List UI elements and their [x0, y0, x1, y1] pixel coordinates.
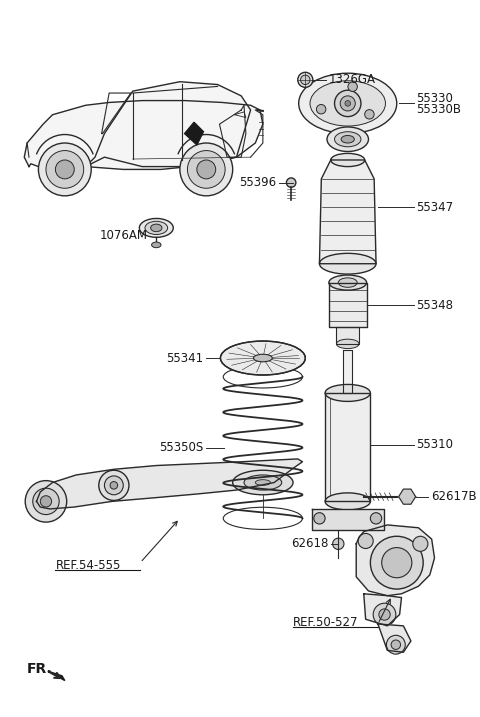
Text: 55347: 55347 [417, 201, 454, 214]
Ellipse shape [335, 132, 361, 147]
Ellipse shape [379, 609, 390, 620]
Ellipse shape [46, 151, 84, 189]
Ellipse shape [152, 242, 161, 247]
Ellipse shape [55, 160, 74, 179]
Polygon shape [336, 327, 359, 344]
Ellipse shape [331, 153, 365, 166]
Ellipse shape [99, 470, 129, 500]
Polygon shape [312, 509, 384, 530]
Polygon shape [320, 160, 376, 264]
Ellipse shape [325, 384, 371, 402]
Ellipse shape [329, 275, 367, 290]
Ellipse shape [345, 100, 350, 106]
Text: 55341: 55341 [167, 351, 204, 364]
Ellipse shape [348, 82, 358, 91]
Ellipse shape [386, 635, 405, 654]
Ellipse shape [25, 480, 67, 522]
Polygon shape [85, 82, 251, 166]
Ellipse shape [358, 533, 373, 549]
Polygon shape [378, 624, 411, 652]
Ellipse shape [139, 219, 173, 237]
Ellipse shape [220, 341, 305, 375]
Text: REF.50-527: REF.50-527 [293, 616, 359, 629]
Ellipse shape [299, 73, 397, 133]
Ellipse shape [341, 136, 354, 143]
Polygon shape [356, 525, 434, 596]
Polygon shape [24, 100, 263, 169]
Polygon shape [343, 351, 352, 393]
Ellipse shape [320, 253, 376, 274]
Ellipse shape [413, 536, 428, 551]
Text: 55348: 55348 [417, 299, 454, 312]
Ellipse shape [314, 513, 325, 524]
Text: 55350S: 55350S [159, 441, 204, 454]
Ellipse shape [105, 476, 123, 495]
Ellipse shape [371, 513, 382, 524]
Ellipse shape [180, 143, 233, 196]
Ellipse shape [371, 536, 423, 589]
Ellipse shape [255, 480, 270, 485]
Ellipse shape [391, 640, 400, 650]
Polygon shape [36, 459, 302, 509]
Ellipse shape [298, 72, 313, 87]
Polygon shape [185, 123, 204, 145]
Ellipse shape [287, 178, 296, 187]
Text: FR.: FR. [27, 663, 53, 676]
Text: 1326GA: 1326GA [329, 73, 376, 86]
Text: 1076AM: 1076AM [99, 229, 147, 242]
Ellipse shape [300, 75, 310, 85]
Ellipse shape [145, 222, 168, 234]
Ellipse shape [333, 538, 344, 549]
Ellipse shape [316, 105, 326, 114]
Ellipse shape [244, 475, 282, 490]
Text: 55330: 55330 [417, 92, 454, 105]
Ellipse shape [40, 495, 52, 507]
Ellipse shape [233, 470, 293, 495]
Ellipse shape [336, 339, 359, 348]
Ellipse shape [327, 127, 369, 151]
Ellipse shape [110, 482, 118, 489]
Ellipse shape [373, 603, 396, 626]
Text: 62617B: 62617B [431, 490, 476, 503]
Text: 55330B: 55330B [417, 103, 462, 115]
Ellipse shape [187, 151, 225, 189]
Ellipse shape [340, 96, 355, 111]
Polygon shape [329, 282, 367, 327]
Ellipse shape [325, 493, 371, 510]
Text: 55310: 55310 [417, 438, 454, 451]
Text: REF.54-555: REF.54-555 [55, 559, 121, 572]
Polygon shape [48, 671, 65, 680]
Ellipse shape [253, 354, 272, 362]
Ellipse shape [382, 548, 412, 578]
Polygon shape [364, 594, 401, 626]
Ellipse shape [151, 224, 162, 232]
Ellipse shape [38, 143, 91, 196]
Ellipse shape [335, 90, 361, 117]
Ellipse shape [33, 488, 59, 515]
Polygon shape [325, 393, 371, 501]
Text: 55396: 55396 [239, 176, 276, 189]
Ellipse shape [365, 110, 374, 119]
Polygon shape [399, 489, 416, 504]
Ellipse shape [338, 278, 357, 288]
Ellipse shape [310, 81, 385, 126]
Ellipse shape [197, 160, 216, 179]
Text: 62618: 62618 [291, 537, 329, 551]
